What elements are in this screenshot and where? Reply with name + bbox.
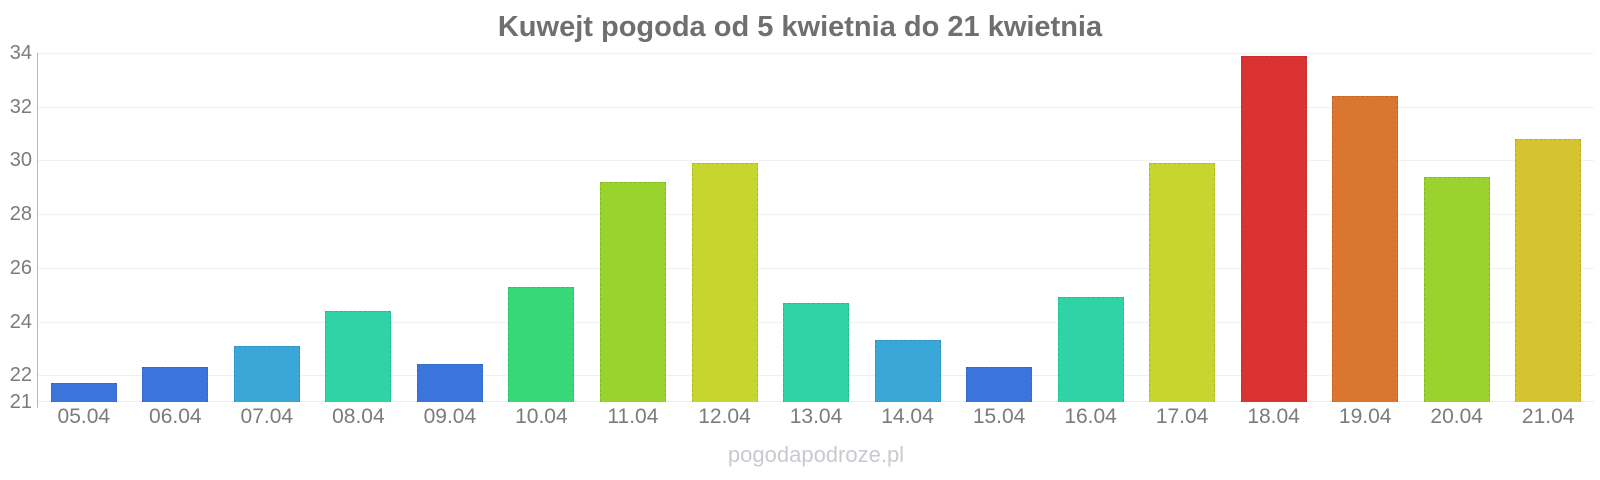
y-tick-label: 34 bbox=[9, 42, 32, 64]
x-tick-label: 12.04 bbox=[698, 405, 751, 428]
bar-21.04[interactable] bbox=[1515, 138, 1582, 402]
y-tick-label: 26 bbox=[9, 256, 32, 279]
x-tick-label: 13.04 bbox=[789, 405, 843, 428]
bar-11.04[interactable] bbox=[599, 181, 666, 402]
gridline bbox=[38, 106, 1594, 108]
x-tick-label: 05.04 bbox=[57, 405, 111, 428]
watermark: pogodapodroze.pl bbox=[727, 442, 905, 467]
bar-05.04[interactable] bbox=[50, 383, 117, 402]
gridline bbox=[38, 53, 1594, 54]
x-tick-label: 10.04 bbox=[515, 405, 568, 428]
y-tick-label: 32 bbox=[9, 95, 32, 118]
bar-16.04[interactable] bbox=[1057, 297, 1124, 402]
x-tick-label: 07.04 bbox=[240, 405, 294, 428]
x-tick-label: 14.04 bbox=[881, 405, 934, 428]
bar-10.04[interactable] bbox=[508, 286, 575, 402]
x-tick-label: 17.04 bbox=[1155, 405, 1209, 428]
bar-20.04[interactable] bbox=[1423, 176, 1490, 402]
x-tick-label: 18.04 bbox=[1247, 405, 1300, 428]
y-axis-line bbox=[37, 53, 38, 408]
y-tick-label: 30 bbox=[9, 149, 32, 172]
bar-15.04[interactable] bbox=[966, 367, 1033, 402]
bar-07.04[interactable] bbox=[233, 345, 300, 402]
x-tick-label: 15.04 bbox=[972, 405, 1026, 428]
bar-06.04[interactable] bbox=[142, 367, 209, 402]
x-tick-label: 16.04 bbox=[1064, 405, 1117, 428]
plot-area bbox=[38, 53, 1594, 402]
bar-14.04[interactable] bbox=[874, 340, 941, 402]
x-tick-label: 20.04 bbox=[1430, 405, 1483, 428]
y-tick-label: 21 bbox=[9, 391, 32, 413]
bar-19.04[interactable] bbox=[1332, 96, 1399, 402]
y-tick-label: 24 bbox=[9, 310, 32, 333]
x-tick-label: 21.04 bbox=[1521, 405, 1575, 428]
bar-08.04[interactable] bbox=[325, 310, 392, 402]
y-tick-label: 22 bbox=[9, 364, 32, 387]
y-axis-labels: 21 22 24 26 28 30 32 34 bbox=[0, 0, 32, 480]
bar-13.04[interactable] bbox=[783, 302, 849, 402]
gridline bbox=[38, 267, 1594, 269]
bar-17.04[interactable] bbox=[1149, 163, 1216, 402]
x-tick-label: 06.04 bbox=[149, 405, 202, 428]
x-tick-label: 11.04 bbox=[607, 405, 659, 428]
chart-title: Kuwejt pogoda od 5 kwietnia do 21 kwietn… bbox=[497, 11, 1103, 43]
bar-12.04[interactable] bbox=[691, 163, 758, 402]
x-tick-label: 08.04 bbox=[332, 405, 385, 428]
x-tick-label: 09.04 bbox=[423, 405, 477, 428]
bar-18.04[interactable] bbox=[1240, 55, 1307, 402]
gridline bbox=[38, 214, 1594, 216]
y-tick-label: 28 bbox=[9, 203, 32, 226]
x-tick-label: 19.04 bbox=[1338, 405, 1392, 428]
gridline bbox=[38, 160, 1594, 162]
bar-09.04[interactable] bbox=[416, 364, 483, 402]
